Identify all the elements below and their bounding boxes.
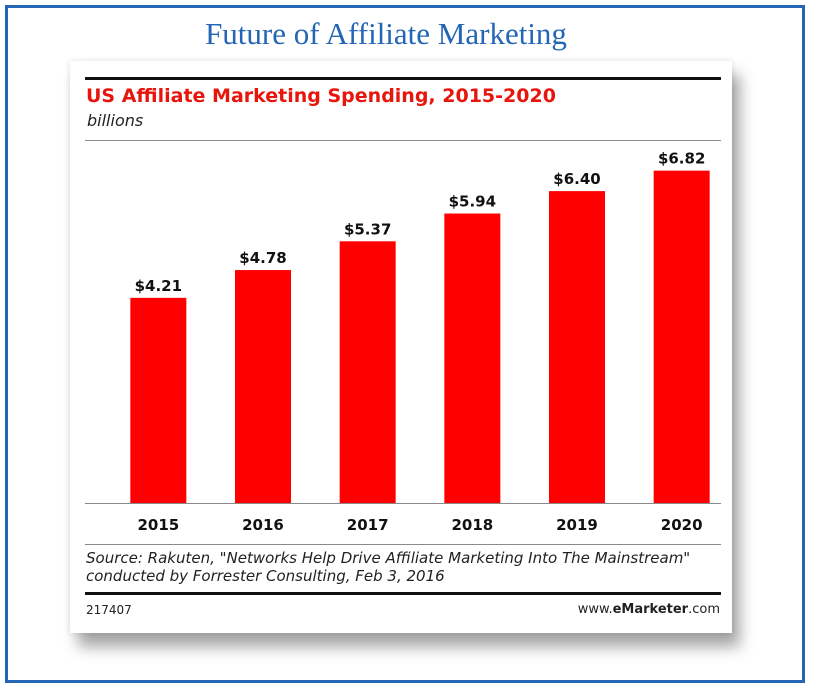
slide-title: Future of Affiliate Marketing [205,16,567,51]
chart-card: US Affiliate Marketing Spending, 2015-20… [70,61,732,633]
bar-value-label-2017: $5.37 [344,220,391,238]
bars-group: $4.21 $4.78 $5.37 $5.94 $6.40 $6.82 [130,150,710,503]
bar-2017 [339,241,396,503]
x-tick-label-2020: 2020 [661,516,703,534]
x-tick-label-2016: 2016 [242,516,284,534]
bar-value-label-2015: $4.21 [135,277,182,295]
x-tick-label-2018: 2018 [451,516,493,534]
chart-subtitle: billions [87,111,144,130]
chart-header-rule [85,140,721,141]
emarketer-site-link[interactable]: www.eMarketer.com [578,602,720,617]
bar-2018 [444,213,501,503]
x-tick-label-2019: 2019 [556,516,598,534]
bar-value-label-2018: $5.94 [449,193,496,211]
bar-chart-plot: $4.21$4.78$5.37$5.94$6.40$6.82 2015 2016 2… [85,150,721,534]
x-ticks-group: 2015 2016 2017 2018 2019 2020 [137,516,702,534]
bar-2019 [549,191,605,503]
bar-value-label-2019: $6.40 [553,170,600,188]
bar-2020 [653,170,710,503]
bar-value-label-2020: $6.82 [658,150,705,168]
site-prefix: www. [577,602,613,617]
slide-frame: Future of Affiliate Marketing US Affilia… [5,5,805,683]
x-tick-label-2015: 2015 [137,516,179,534]
source-top-rule [85,544,721,545]
chart-title: US Affiliate Marketing Spending, 2015-20… [86,85,556,107]
bar-value-label-2016: $4.78 [239,249,286,267]
chart-top-rule [85,77,721,80]
bar-2016 [235,270,291,503]
site-suffix: .com [688,602,720,617]
chart-id: 217407 [86,603,132,617]
source-note: Source: Rakuten, "Networks Help Drive Af… [86,549,691,585]
footer-rule [85,592,721,595]
x-tick-label-2017: 2017 [347,516,389,534]
site-brand: eMarketer [612,602,689,617]
bar-2015 [130,297,187,503]
